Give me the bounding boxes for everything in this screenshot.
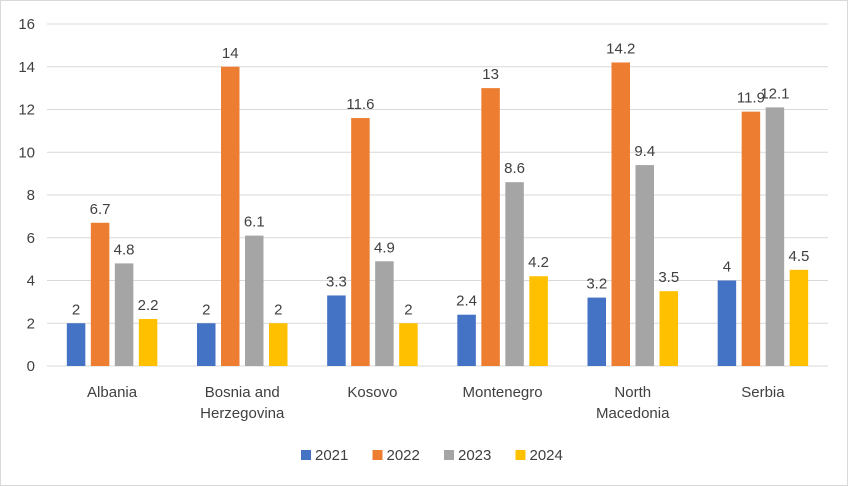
bar-2021 — [587, 297, 606, 366]
y-tick-label: 14 — [18, 59, 35, 76]
y-tick-label: 2 — [27, 315, 35, 332]
y-axis-ticks: 0 2 4 6 8 10 12 14 16 — [18, 16, 35, 375]
y-tick-label: 12 — [18, 102, 35, 119]
data-label: 4.2 — [528, 254, 549, 271]
bar-2022 — [611, 62, 630, 366]
data-label: 2 — [202, 301, 210, 318]
data-label: 11.9 — [737, 90, 765, 107]
x-category-label: Kosovo — [347, 384, 397, 401]
data-label: 3.2 — [586, 276, 607, 293]
data-label: 4 — [723, 259, 731, 276]
bar-2023 — [635, 165, 654, 366]
legend-swatch-2022 — [372, 450, 383, 460]
data-label: 4.8 — [114, 241, 135, 258]
data-label: 2.2 — [138, 297, 159, 314]
data-label: 9.4 — [634, 143, 655, 160]
x-category-label: Bosnia and Herzegovina — [200, 384, 285, 422]
bars — [66, 62, 809, 367]
bar-2023 — [375, 261, 394, 366]
bar-2024 — [399, 323, 418, 366]
data-label: 3.3 — [326, 273, 347, 290]
bar-2021 — [197, 323, 216, 366]
gridlines — [47, 23, 828, 367]
data-label: 6.7 — [90, 201, 111, 218]
data-label: 6.1 — [244, 214, 265, 231]
bar-2024 — [529, 276, 548, 366]
legend-swatch-2021 — [301, 450, 311, 460]
data-label: 2 — [72, 301, 80, 318]
y-tick-label: 6 — [27, 230, 35, 247]
data-label: 4.9 — [374, 239, 395, 256]
data-label: 2.4 — [456, 293, 477, 310]
y-tick-label: 0 — [27, 358, 35, 375]
legend-swatch-2024 — [515, 450, 526, 460]
data-label: 8.6 — [504, 160, 525, 177]
bar-2024 — [659, 291, 678, 366]
legend-label: 2023 — [458, 447, 491, 464]
data-label: 3.5 — [658, 269, 679, 286]
y-tick-label: 8 — [27, 187, 35, 204]
x-category-label: North Macedonia — [596, 384, 670, 422]
data-label: 2 — [274, 301, 282, 318]
x-axis: Albania Bosnia and Herzegovina Kosovo Monten… — [87, 384, 785, 422]
bar-2023 — [765, 107, 785, 367]
data-label: 12.1 — [760, 85, 789, 102]
y-tick-label: 10 — [18, 144, 35, 161]
bar-2024 — [269, 323, 288, 366]
bar-2021 — [66, 323, 86, 366]
bar-2022 — [90, 222, 110, 366]
bar-2022 — [741, 111, 761, 366]
bar-2024 — [138, 318, 158, 366]
bar-2023 — [245, 235, 264, 366]
x-category-label: Montenegro — [463, 384, 543, 401]
bar-2022 — [221, 66, 240, 366]
data-labels: 2 6.7 4.8 2.2 2 14 6.1 2 3.3 11.6 4.9 2 2.4 13 8.6 4.2 3… — [72, 40, 809, 318]
legend: 2021 2022 2023 2024 — [301, 447, 563, 464]
x-category-label: Albania — [87, 384, 138, 401]
legend-label: 2022 — [387, 447, 420, 464]
bar-2022 — [351, 118, 370, 366]
bar-2021 — [457, 314, 476, 366]
y-tick-label: 16 — [18, 16, 35, 33]
bar-2022 — [481, 88, 500, 366]
data-label: 2 — [404, 301, 412, 318]
data-label: 14.2 — [606, 40, 635, 57]
data-label: 11.6 — [346, 96, 374, 113]
x-category-label: Serbia — [741, 384, 785, 401]
y-tick-label: 4 — [27, 273, 35, 290]
bar-2024 — [789, 269, 809, 366]
bar-2023 — [114, 263, 134, 366]
legend-swatch-2023 — [444, 450, 454, 460]
bar-2021 — [327, 295, 346, 366]
legend-label: 2024 — [530, 447, 563, 464]
data-label: 4.5 — [788, 248, 809, 265]
bar-2021 — [717, 280, 737, 366]
bar-2023 — [505, 182, 524, 366]
data-label: 13 — [482, 66, 499, 83]
data-label: 14 — [222, 45, 239, 62]
legend-label: 2021 — [315, 447, 348, 464]
